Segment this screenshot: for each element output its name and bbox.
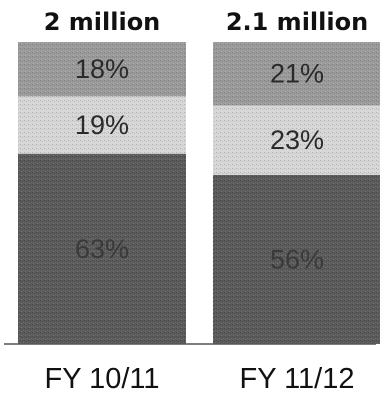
segment-value-label: 18% — [75, 54, 129, 84]
segment-value-label: 63% — [75, 234, 129, 264]
bars-layer: 63% 19% 18% 2 million FY 10/11 56% 23% 21% 2.1 m… — [18, 8, 380, 395]
bar-segment-texture — [18, 96, 186, 154]
bar-segment-texture — [18, 42, 186, 97]
bar-segment-texture — [18, 153, 186, 344]
segment-value-label: 23% — [270, 125, 324, 155]
category-tick-label: FY 10/11 — [44, 363, 159, 395]
segment-value-label: 56% — [270, 244, 324, 274]
bar-segment-texture — [213, 42, 380, 106]
segment-value-label: 21% — [270, 59, 324, 89]
bar-total-label: 2.1 million — [226, 8, 368, 36]
segment-value-label: 19% — [75, 110, 129, 140]
bar-total-label: 2 million — [44, 8, 161, 36]
category-tick-label: FY 11/12 — [239, 363, 354, 395]
bar-segment-texture — [213, 105, 380, 175]
bar-segment-texture — [213, 174, 380, 344]
